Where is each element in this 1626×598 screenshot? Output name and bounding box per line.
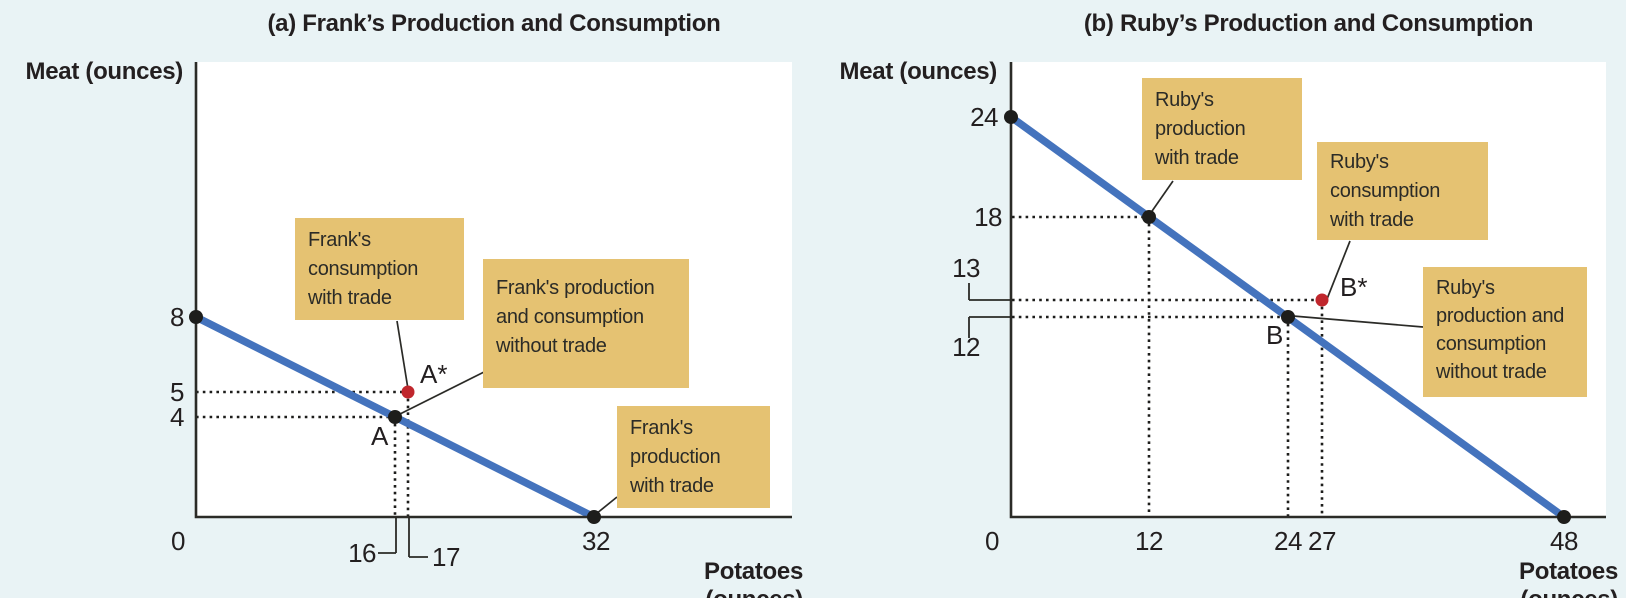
panel-a-guide-lines [196,390,410,517]
callout-ruby-consumption-with-trade: Ruby's consumption with trade [1317,142,1488,240]
panel-b-xtick-24: 24 [1274,526,1302,556]
point-a-star-dot [401,385,415,399]
leader-a-no-trade [399,371,485,415]
panel-a-point-label-A: A [371,421,389,451]
panel-a-title: (a) Frank’s Production and Consumption [267,10,721,37]
panel-b-ytick-18: 18 [974,202,1002,232]
callout-ruby-without-trade: Ruby's production and consumption withou… [1423,267,1587,397]
panel-b-guide-lines [1012,215,1324,517]
point-b-star-dot [1315,293,1329,307]
point-b-production-trade-dot [1142,210,1156,224]
bracket-b-13 [968,283,1011,301]
panel-a-tick-brackets [378,517,428,558]
panel-b-y-axis-label: Meat (ounces) [839,58,998,85]
point-b-intercept-dot [1004,110,1018,124]
bracket-b-12 [968,316,1011,338]
callout-frank-production-with-trade: Frank's production with trade [617,406,770,508]
callout-frank-without-trade: Frank's production and consumption witho… [483,259,689,388]
callout-frank-consumption-with-trade: Frank's consumption with trade [295,218,464,320]
panel-a-xtick-0: 0 [171,526,185,556]
panel-b-ytick-13: 13 [952,253,980,283]
callout-ruby-production-with-trade: Ruby's production with trade [1142,78,1302,180]
leader-b-production [1149,180,1174,215]
panel-a-leader-lines [396,320,618,515]
panel-b-tick-brackets [968,283,1011,338]
point-a-intercept-dot [189,310,203,324]
leader-b-no-trade [1292,315,1424,328]
bracket-a-16 [378,517,397,554]
leader-b-consumption [1326,240,1351,300]
panel-a-point-label-A-star: A* [420,359,448,389]
panel-b-xtick-48: 48 [1550,526,1578,556]
point-a-dot [388,410,402,424]
panel-b-ytick-24: 24 [970,102,998,132]
panel-a-xtick-32: 32 [582,526,610,556]
panel-a-x-axis-label: Potatoes (ounces) [704,558,803,598]
panel-a-ytick-5: 5 [170,377,184,407]
panel-b-axes [1009,62,1606,519]
panel-b-xtick-27: 27 [1308,526,1336,556]
panel-b-xtick-0: 0 [985,526,999,556]
panel-b-title: (b) Ruby’s Production and Consumption [1083,10,1534,37]
panel-a-ytick-8: 8 [170,302,184,332]
bracket-a-17 [408,517,428,558]
panel-b-ytick-12: 12 [952,332,980,362]
panel-a-xtick-16: 16 [348,538,376,568]
point-a-production-trade-dot [587,510,601,524]
panel-b-point-label-B: B [1266,320,1284,350]
panel-b-xtick-12: 12 [1135,526,1163,556]
panel-a-y-axis-label: Meat (ounces) [25,58,184,85]
panel-a-xtick-17: 17 [432,542,460,572]
panel-b-point-label-B-star: B* [1340,272,1368,302]
point-b-horizontal-intercept-dot [1557,510,1571,524]
panel-b-leader-lines [1149,180,1424,328]
panel-b-x-axis-label: Potatoes (ounces) [1519,558,1618,598]
panel-a-ytick-4: 4 [170,402,184,432]
leader-a-consumption [396,320,409,390]
leader-a-production [595,496,618,515]
point-b-dot [1281,310,1295,324]
